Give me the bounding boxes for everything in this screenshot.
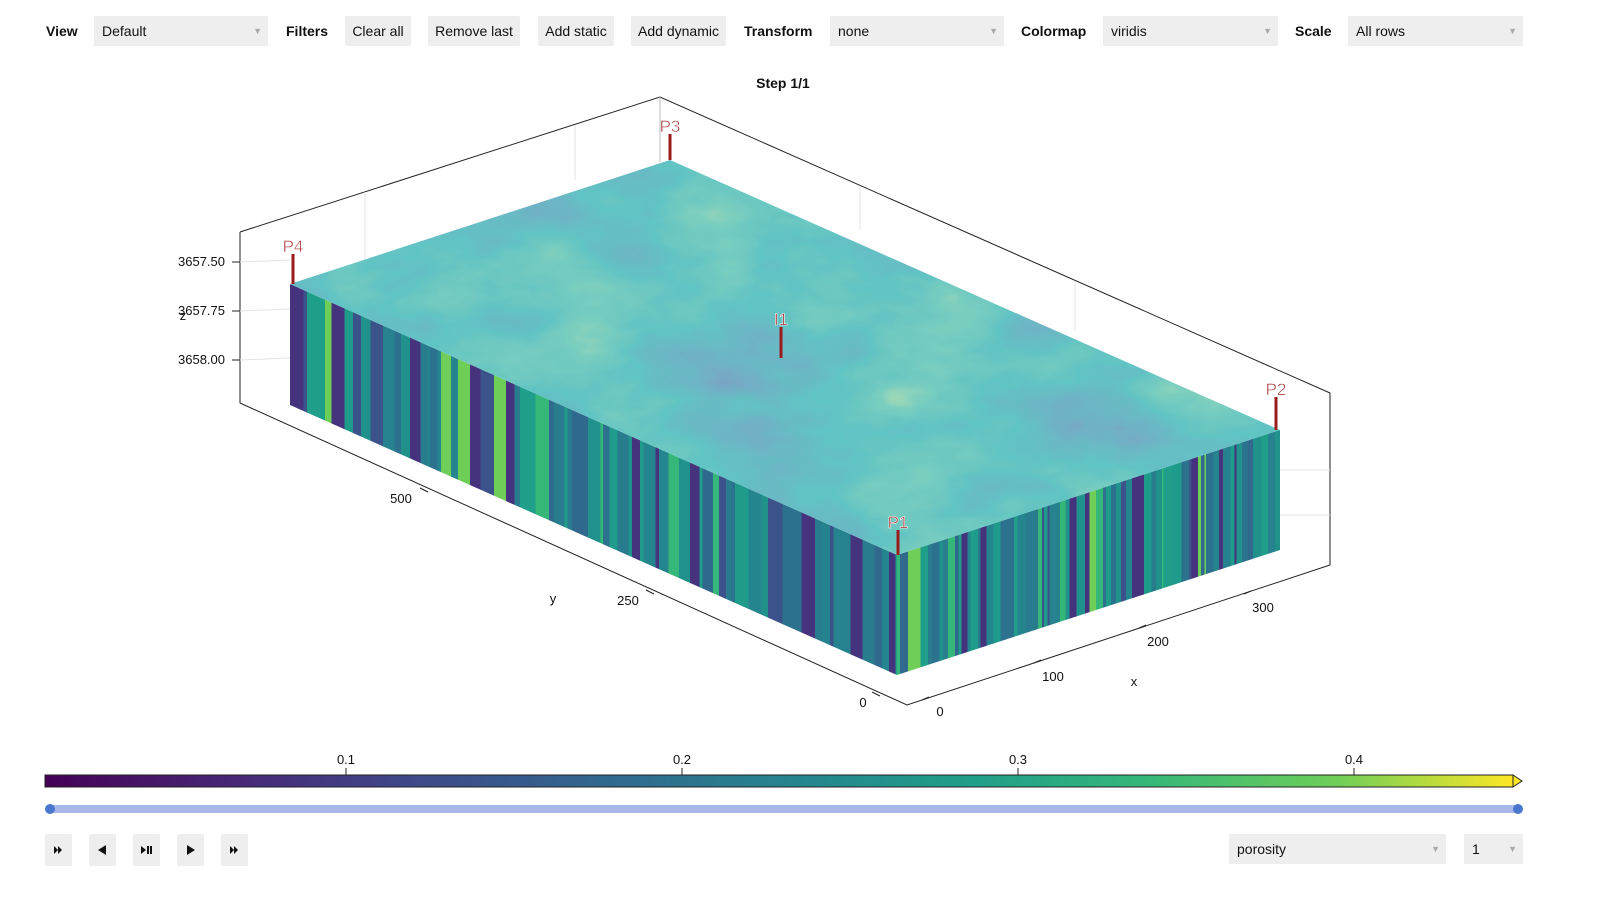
z-tick-label: 3658.00 [178,352,225,367]
well-label: I1 [774,310,788,329]
colorbar-tick-label: 0.1 [337,752,355,767]
filters-label: Filters [286,23,329,39]
time-slider-track[interactable] [50,805,1518,813]
play-pause-button[interactable] [133,834,160,866]
clear-all-button[interactable]: Clear all [345,16,411,46]
add-static-button[interactable]: Add static [538,16,614,46]
slider-start-handle[interactable] [45,804,55,814]
x-tick-label: 0 [936,704,943,719]
wells: P3 P4 I1 P2 P1 [282,117,1287,555]
porosity-field [290,160,1280,555]
block-front-face [290,284,897,675]
view-label: View [46,23,78,39]
tick-marks [232,261,1252,701]
add-dynamic-button[interactable]: Add dynamic [631,16,726,46]
y-axis-label: y [550,591,557,606]
remove-last-button[interactable]: Remove last [428,16,520,46]
scale-label: Scale [1295,23,1332,39]
transform-dropdown[interactable]: none [830,16,1004,46]
step-dropdown[interactable]: 1 [1464,834,1523,864]
last-button[interactable] [221,834,248,866]
view-dropdown[interactable]: Default [94,16,268,46]
well-label: P3 [660,117,681,136]
y-tick-label: 0 [859,695,866,710]
plot-title: Step 1/1 [756,75,810,91]
colorbar-tick-label: 0.2 [673,752,691,767]
z-tick-label: 3657.75 [178,303,225,318]
x-axis-label: x [1131,674,1138,689]
colorbar-tick-label: 0.3 [1009,752,1027,767]
x-tick-label: 300 [1252,600,1274,615]
colorbar-tick-label: 0.4 [1345,752,1363,767]
colormap-label: Colormap [1021,23,1087,39]
axis-labels: 3657.50 3657.75 3658.00 z 500 250 0 y 0 100 200 300… [178,254,1274,719]
colorbar-ticks: 0.1 0.2 0.3 0.4 [337,752,1363,775]
x-tick-label: 200 [1147,634,1169,649]
scale-dropdown[interactable]: All rows [1348,16,1523,46]
block-right-face [897,430,1280,675]
next-button[interactable] [177,834,204,866]
y-tick-label: 500 [390,491,412,506]
z-tick-label: 3657.50 [178,254,225,269]
x-tick-label: 100 [1042,669,1064,684]
block-top-face [290,160,1280,555]
prev-button[interactable] [89,834,116,866]
y-tick-label: 250 [617,593,639,608]
slider-end-handle[interactable] [1513,804,1523,814]
z-axis-label: z [180,308,187,323]
well-label: P4 [283,237,304,256]
grid-lines [239,125,1330,516]
axis-box [239,96,1331,706]
transform-label: Transform [744,23,813,39]
first-button[interactable] [45,834,72,866]
well-label: P2 [1266,380,1287,399]
colorbar-extend [1512,774,1523,788]
colormap-dropdown[interactable]: viridis [1103,16,1278,46]
well-label: P1 [888,513,909,532]
colorbar [44,774,1514,788]
variable-dropdown[interactable]: porosity [1229,834,1446,864]
